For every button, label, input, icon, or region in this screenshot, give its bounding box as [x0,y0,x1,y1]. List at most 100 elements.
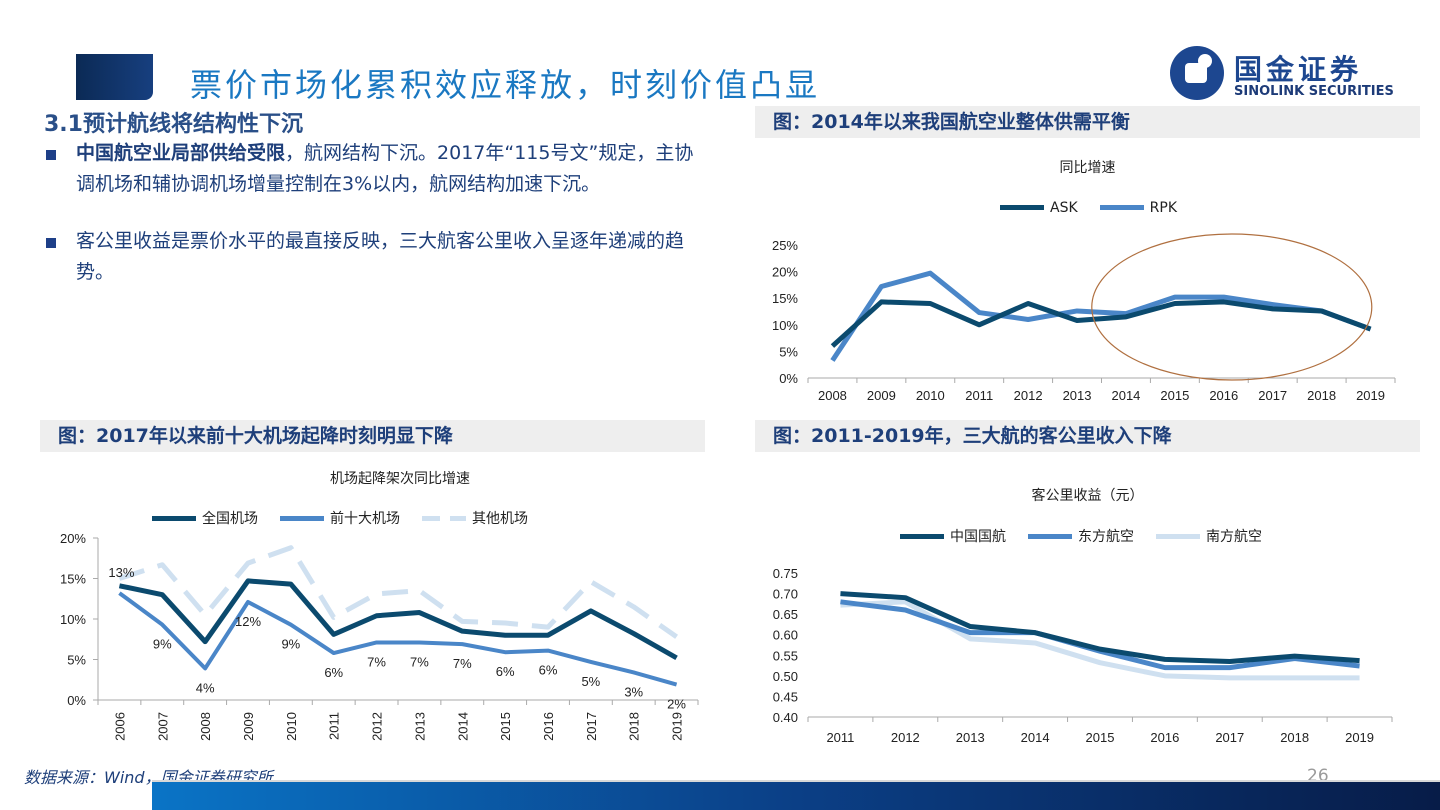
data-label: 9% [281,637,300,652]
legend-label: 其他机场 [472,511,528,527]
x-tick-label: 2010 [916,388,945,403]
legend-swatch [280,515,324,521]
title-accent-block [76,54,153,100]
chart3-svg: 0.40 0.45 0.50 0.55 0.60 0.65 0.70 0.75 2011 2012… [773,566,1393,745]
data-label: 6% [539,663,558,678]
legend-item: ASK [1000,200,1078,216]
x-tick-label: 2012 [1014,388,1043,403]
x-tick-label: 2012 [891,730,920,745]
x-tick-label: 2015 [498,712,513,741]
x-tick-label: 2008 [198,712,213,741]
highlight-ellipse [1091,233,1373,381]
legend-item: 其他机场 [422,508,528,528]
y-tick-label: 0.40 [773,710,798,725]
bullet-2: 客公里收益是票价水平的最直接反映，三大航客公里收入呈逐年递减的趋势。 [46,226,696,288]
data-label: 3% [624,684,643,699]
legend-swatch [152,515,196,521]
logo-icon [1170,46,1224,100]
x-tick-label: 2009 [241,712,256,741]
x-tick-label: 2019 [1345,730,1374,745]
section-title: 3.1预计航线将结构性下沉 [44,112,303,137]
y-tick-label: 25% [772,238,798,253]
legend-label: RPK [1149,199,1178,216]
logo-cn-text: 国金证券 [1234,53,1363,86]
x-tick-label: 2009 [867,388,896,403]
legend-label: 南方航空 [1206,529,1262,545]
legend-label: 中国国航 [950,529,1006,545]
y-tick-label: 10% [60,612,86,627]
x-tick-label: 2014 [1021,730,1050,745]
data-label: 7% [410,654,429,669]
legend-label: 全国机场 [202,511,258,527]
legend-swatch [900,533,944,539]
chart1-panel-title: 图：2014年以来我国航空业整体供需平衡 [755,106,1420,138]
series-line-1 [830,299,1372,348]
x-tick-label: 2011 [826,730,854,745]
y-tick-label: 0.45 [773,689,798,704]
y-tick-label: 5% [779,344,798,359]
data-label: 9% [153,637,172,652]
chart3-title: 客公里收益（元） [1031,488,1144,504]
x-tick-label: 2011 [965,388,993,403]
legend-swatch [1099,205,1144,210]
y-tick-label: 15% [60,572,86,587]
bullet-2-text: 客公里收益是票价水平的最直接反映，三大航客公里收入呈逐年递减的趋势。 [76,230,685,283]
x-tick-label: 2019 [1356,388,1385,403]
x-tick-label: 2012 [370,712,385,741]
data-label: 7% [367,654,386,669]
x-tick-label: 2015 [1160,388,1189,403]
legend-label: 前十大机场 [330,511,400,527]
series-line-1 [118,578,678,661]
x-tick-label: 2016 [541,712,556,741]
bullet-1-bold: 中国航空业局部供给受限 [76,142,286,164]
legend-swatch [1028,533,1072,539]
x-tick-label: 2013 [1063,388,1092,403]
data-label: 13% [108,565,134,580]
series-line-3 [118,545,679,639]
y-tick-label: 0% [779,371,798,386]
y-tick-label: 0.70 [773,587,798,602]
legend-label: ASK [1050,199,1078,216]
x-tick-label: 2017 [1215,730,1244,745]
legend-item: 前十大机场 [280,508,400,528]
x-tick-label: 2016 [1209,388,1238,403]
legend-item: 东方航空 [1028,526,1134,546]
x-tick-label: 2006 [112,712,127,741]
data-label: 6% [324,665,343,680]
legend-item: 南方航空 [1156,526,1262,546]
y-tick-label: 15% [772,291,798,306]
footer-bar [152,782,1440,810]
legend-item: 全国机场 [152,508,258,528]
x-tick-label: 2010 [284,712,299,741]
chart3-panel-title: 图：2011-2019年，三大航的客公里收入下降 [755,420,1420,452]
series-line-2 [830,270,1372,362]
data-label: 4% [196,680,215,695]
x-tick-label: 2014 [455,712,470,741]
sinolink-logo: 国金证券 SINOLINK SECURITIES [1170,46,1410,104]
bullet-1-text: ，航网结构下沉。2017年“115号文”规定，主协调机场和辅协调机场增量控制在3… [76,142,694,195]
x-tick-label: 2011 [327,712,342,740]
legend-swatch [422,515,466,521]
x-tick-label: 2014 [1111,388,1140,403]
bullet-square-icon [46,238,56,248]
bullet-square-icon [46,150,56,160]
legend-item: RPK [1099,199,1178,216]
footer-divider [152,780,1440,782]
x-tick-label: 2013 [412,712,427,741]
page-title: 票价市场化累积效应释放，时刻价值凸显 [190,66,821,104]
data-label: 7% [453,656,472,671]
y-tick-label: 20% [772,265,798,280]
data-label: 5% [581,674,600,689]
x-tick-label: 2018 [627,712,642,741]
x-tick-label: 2018 [1307,388,1336,403]
logo-en-text: SINOLINK SECURITIES [1234,84,1394,99]
x-tick-label: 2007 [155,712,170,741]
y-tick-label: 0% [67,693,86,708]
y-tick-label: 0.50 [773,669,798,684]
legend-label: 东方航空 [1078,529,1134,545]
data-label: 12% [235,614,261,629]
x-tick-label: 2018 [1280,730,1309,745]
chart2-svg: 0% 5% 10% 15% 20% 2006 2007 2008 2009 2010 2011 201… [60,531,699,741]
chart2-legend: 全国机场 前十大机场 其他机场 [152,508,550,528]
chart1-svg: 0% 5% 10% 15% 20% 25% 2008 2009 2010 2011 2012 2013… [772,233,1396,403]
